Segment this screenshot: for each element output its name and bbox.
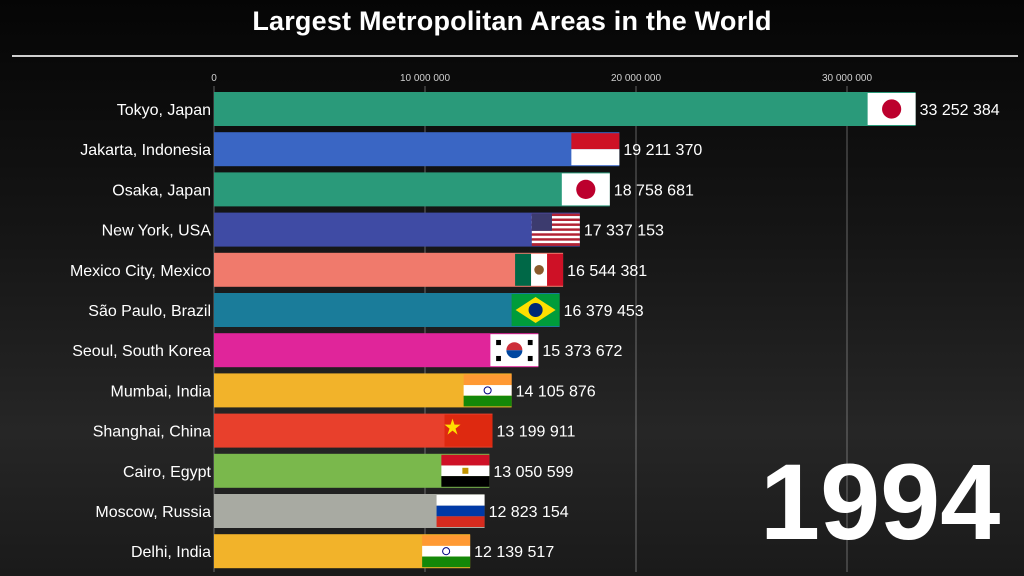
category-label: São Paulo, Brazil — [88, 303, 211, 320]
category-label: Tokyo, Japan — [117, 102, 211, 119]
category-label: Mexico City, Mexico — [70, 263, 211, 280]
japan-flag-icon — [867, 93, 916, 125]
india-flag-icon — [422, 535, 471, 568]
value-label: 13 199 911 — [497, 424, 576, 441]
bar — [214, 373, 512, 408]
category-label: Shanghai, China — [93, 424, 211, 441]
russia-flag-icon — [436, 495, 485, 527]
year-label: 1994 — [760, 441, 1001, 562]
south-korea-flag-icon — [490, 334, 539, 367]
value-label: 16 379 453 — [564, 303, 644, 320]
bar — [214, 172, 610, 207]
egypt-flag-icon — [441, 454, 490, 487]
value-label: 12 823 154 — [489, 504, 569, 521]
value-label: 16 544 381 — [567, 263, 647, 280]
brazil-flag-icon — [511, 294, 560, 326]
value-label: 14 105 876 — [516, 383, 596, 400]
category-label: Seoul, South Korea — [72, 343, 211, 360]
category-label: Moscow, Russia — [95, 504, 211, 521]
china-flag-icon — [444, 414, 493, 447]
bar — [214, 252, 564, 287]
category-label: New York, USA — [102, 223, 212, 240]
category-label: Jakarta, Indonesia — [80, 142, 211, 159]
bar — [214, 92, 916, 126]
category-label: Mumbai, India — [111, 383, 212, 400]
value-label: 17 337 153 — [584, 223, 664, 240]
category-label: Cairo, Egypt — [123, 464, 212, 481]
chart-title: Largest Metropolitan Areas in the World — [252, 6, 772, 36]
value-label: 18 758 681 — [614, 182, 694, 199]
usa-flag-icon — [531, 213, 580, 246]
x-tick-label: 10 000 000 — [400, 73, 450, 84]
bar — [214, 293, 560, 327]
x-tick-label: 20 000 000 — [611, 73, 661, 84]
value-label: 15 373 672 — [542, 343, 622, 360]
x-tick-label: 30 000 000 — [822, 73, 872, 84]
value-label: 12 139 517 — [474, 544, 554, 561]
indonesia-flag-icon — [571, 133, 620, 166]
mexico-flag-icon — [515, 253, 564, 286]
value-label: 33 252 384 — [920, 102, 1000, 119]
title-divider — [12, 55, 1018, 57]
category-label: Osaka, Japan — [112, 182, 211, 199]
x-tick-label: 0 — [211, 73, 217, 84]
bar — [214, 333, 539, 368]
bar — [214, 132, 620, 167]
category-label: Delhi, India — [131, 544, 211, 561]
japan-flag-icon — [561, 173, 610, 206]
value-label: 13 050 599 — [493, 464, 573, 481]
india-flag-icon — [463, 374, 512, 407]
value-label: 19 211 370 — [623, 142, 702, 159]
bar — [214, 212, 580, 247]
